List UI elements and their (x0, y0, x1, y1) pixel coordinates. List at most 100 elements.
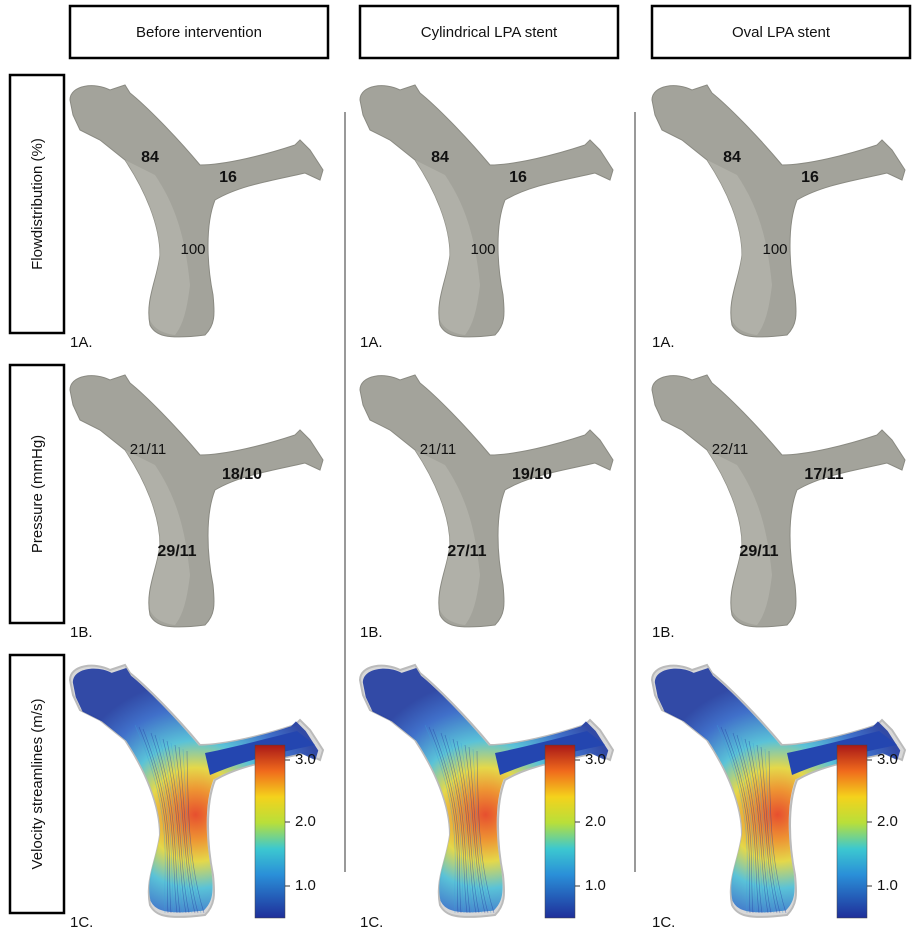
vessel-panel (68, 663, 325, 918)
streamline (468, 746, 489, 914)
streamline (756, 744, 778, 914)
row-label-box (8, 653, 66, 915)
vessel (359, 374, 614, 628)
streamline (448, 736, 474, 914)
streamline (744, 738, 769, 914)
panel-tag: 1B. (652, 624, 675, 641)
streamline (158, 736, 184, 914)
panel-tag: 1A. (652, 334, 675, 351)
panel-tag: 1A. (360, 334, 383, 351)
vessel-panel (69, 374, 324, 628)
streamline (178, 746, 199, 914)
streamline (716, 724, 748, 914)
panel-tag: 1C. (70, 914, 93, 931)
row-label: Flowdistribution (%) (29, 138, 46, 270)
streamline (452, 738, 477, 914)
streamline (440, 732, 468, 914)
streamline (138, 726, 169, 914)
velocity-field (654, 668, 901, 913)
colorbar-tick-label: 2.0 (295, 813, 316, 830)
streamline (752, 742, 775, 914)
panel-tag: 1C. (360, 914, 383, 931)
streamline (428, 726, 459, 914)
vessel (651, 84, 906, 338)
vessel-shade (415, 160, 480, 335)
lpa-value: 17/11 (804, 466, 843, 483)
colorbar-tick-label: 3.0 (877, 751, 898, 768)
vessel (69, 84, 324, 338)
rpa-value: 84 (431, 149, 449, 166)
streamline (154, 734, 181, 914)
colorbar-tick-label: 2.0 (877, 813, 898, 830)
lpa-value: 16 (509, 169, 527, 186)
row-label-box (8, 73, 66, 335)
streamline (142, 728, 172, 914)
vessel-shade (415, 450, 480, 625)
rpa-value: 21/11 (130, 441, 166, 458)
streamline (134, 724, 166, 914)
mpa-value: 100 (762, 241, 787, 258)
column-header: Before intervention (136, 24, 262, 41)
panel-tag: 1A. (70, 334, 93, 351)
vessel-shade (125, 160, 190, 335)
rpa-value: 84 (141, 149, 159, 166)
mpa-value: 29/11 (157, 543, 196, 560)
colorbar-tick-label: 1.0 (585, 877, 606, 894)
vessel (69, 374, 324, 628)
vessel-panel (359, 84, 614, 338)
vessel-shade (125, 450, 190, 625)
vessel-panel (650, 663, 907, 918)
lpa-value: 19/10 (512, 466, 552, 483)
vessel-panel (69, 84, 324, 338)
streamline (464, 744, 486, 914)
column-header-box (68, 4, 330, 60)
row-label: Pressure (mmHg) (29, 435, 46, 553)
column-header: Oval LPA stent (732, 24, 831, 41)
column-header-box (650, 4, 912, 60)
streamline (162, 738, 187, 914)
streamline (760, 746, 781, 914)
panel-tag: 1B. (70, 624, 93, 641)
lpa-value: 16 (219, 169, 237, 186)
streamline (736, 734, 763, 914)
streamline (764, 748, 784, 914)
vessel (651, 374, 906, 628)
streamline (436, 730, 465, 914)
rpa-value: 22/11 (712, 441, 748, 458)
mpa-value: 29/11 (739, 543, 778, 560)
lpa-value: 18/10 (222, 466, 262, 483)
colorbar-tick-label: 1.0 (877, 877, 898, 894)
vessel-panel (651, 84, 906, 338)
column-header-box (358, 4, 620, 60)
streamline (768, 750, 787, 914)
panel-tag: 1C. (652, 914, 675, 931)
streamline (724, 728, 754, 914)
streamline (472, 748, 492, 914)
streamline (146, 730, 175, 914)
streamline (456, 740, 480, 914)
streamline (170, 742, 193, 914)
streamline (748, 740, 772, 914)
streamline (174, 744, 196, 914)
streamline (186, 750, 205, 914)
colorbar (254, 744, 286, 919)
colorbar-tick-label: 2.0 (585, 813, 606, 830)
colorbar (836, 744, 868, 919)
streamline (424, 724, 456, 914)
row-label: Velocity streamlines (m/s) (29, 699, 46, 870)
mpa-value: 27/11 (447, 543, 486, 560)
streamline (476, 750, 495, 914)
streamline (150, 732, 178, 914)
streamline (166, 740, 190, 914)
streamline (720, 726, 751, 914)
mpa-value: 100 (180, 241, 205, 258)
vessel-panel (651, 374, 906, 628)
streamline (732, 732, 760, 914)
colorbar-tick-label: 3.0 (585, 751, 606, 768)
rpa-value: 21/11 (420, 441, 456, 458)
velocity-field (72, 668, 319, 913)
mpa-value: 100 (470, 241, 495, 258)
colorbar-tick-label: 3.0 (295, 751, 316, 768)
